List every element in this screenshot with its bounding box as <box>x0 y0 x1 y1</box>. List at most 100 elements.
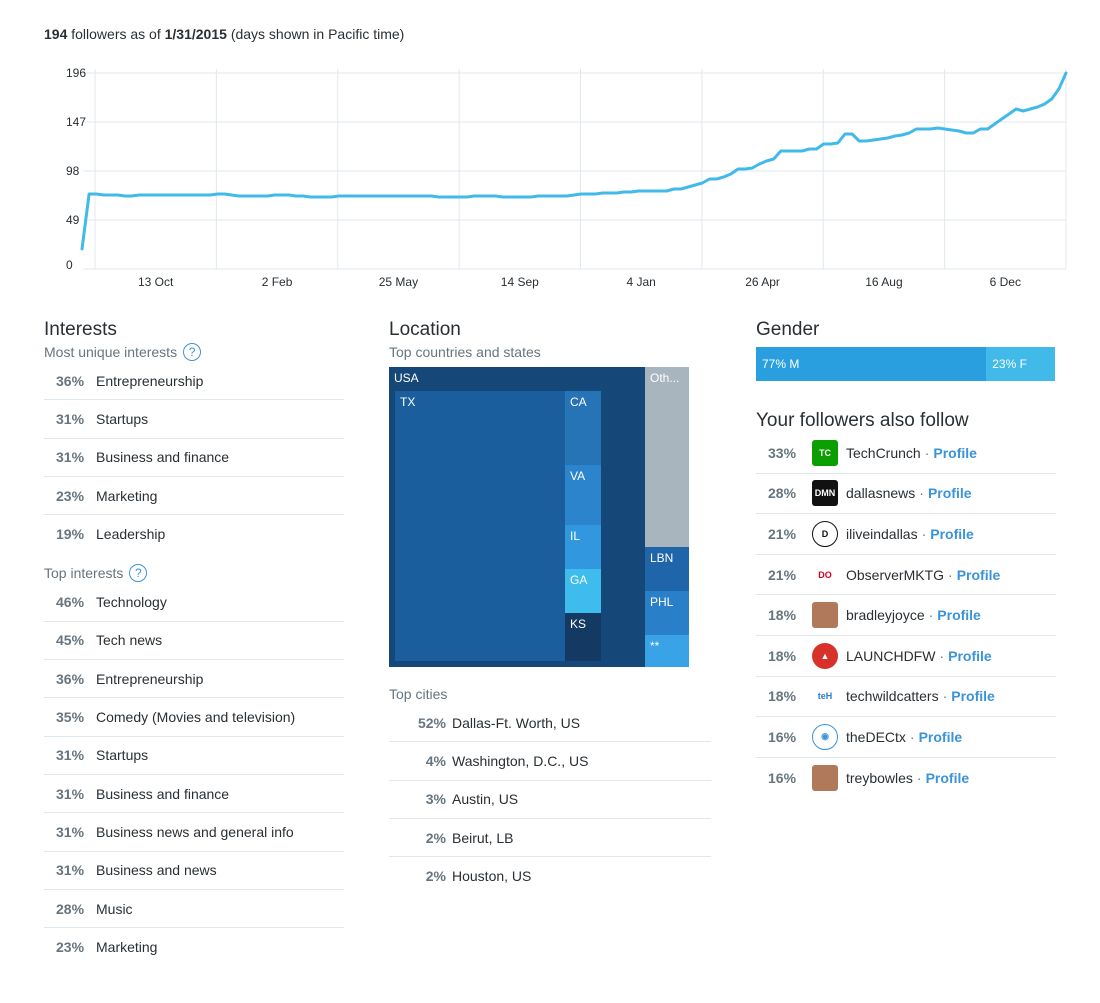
percentage: 2% <box>425 868 446 885</box>
treemap-lbn[interactable]: LBN <box>645 547 689 591</box>
x-tick-label: 16 Aug <box>865 275 902 289</box>
separator: · <box>909 728 915 745</box>
follow-account-row: 18% teH techwildcatters · Profile <box>756 677 1056 718</box>
percentage: 4% <box>425 752 446 769</box>
follow-account-row: 16% treybowles · Profile <box>756 758 1056 799</box>
profile-link[interactable]: Profile <box>933 444 977 461</box>
microphone-logo-icon[interactable]: ◉ <box>812 723 838 750</box>
item-label: Music <box>96 900 133 917</box>
y-tick-label: 49 <box>66 213 80 227</box>
account-name[interactable]: theDECtx <box>846 728 906 745</box>
treemap-ks[interactable]: KS <box>565 613 601 661</box>
item-label: Business and news <box>96 862 217 879</box>
account-name[interactable]: treybowles <box>846 770 913 787</box>
percentage: 18% <box>768 647 797 664</box>
treemap-label: KS <box>570 617 587 631</box>
item-label: Marketing <box>96 939 158 956</box>
techwildcatters-logo-icon[interactable]: teH <box>812 683 838 710</box>
list-item: 36% Entrepreneurship <box>44 660 344 699</box>
list-item: 31% Business and finance <box>44 775 344 814</box>
account-name[interactable]: iliveindallas <box>846 525 918 542</box>
account-name[interactable]: ObserverMKTG <box>846 566 945 583</box>
profile-link[interactable]: Profile <box>951 688 995 705</box>
item-label: Business news and general info <box>96 823 294 840</box>
gender-bar: 77% M 23% F <box>756 347 1055 381</box>
x-tick-label: 6 Dec <box>990 275 1021 289</box>
item-label: Dallas-Ft. Worth, US <box>452 714 581 731</box>
list-item: 52% Dallas-Ft. Worth, US <box>389 704 711 743</box>
treemap-ga[interactable]: GA <box>565 569 601 613</box>
x-tick-label: 25 May <box>379 275 418 289</box>
timezone-note: (days shown in Pacific time) <box>230 26 405 42</box>
treemap-tx[interactable]: TX <box>395 391 565 661</box>
observer-logo-icon[interactable]: DO <box>812 561 838 588</box>
account-name[interactable]: bradleyjoyce <box>846 607 925 624</box>
separator: · <box>919 485 924 502</box>
separator: · <box>916 770 922 787</box>
x-tick-label: 14 Sep <box>501 275 539 289</box>
profile-link[interactable]: Profile <box>956 566 1001 583</box>
cities-title: Top cities <box>389 686 448 702</box>
item-label: Houston, US <box>452 868 532 885</box>
help-icon[interactable]: ? <box>129 564 148 583</box>
profile-link[interactable]: Profile <box>930 525 974 542</box>
techcrunch-logo-icon[interactable]: TC <box>812 439 838 466</box>
item-label: Business and finance <box>96 449 230 466</box>
treemap-more[interactable]: ** <box>645 635 689 667</box>
also-follow-title: Your followers also follow <box>756 410 969 431</box>
profile-link[interactable]: Profile <box>918 728 963 745</box>
person-avatar-icon[interactable] <box>812 765 838 792</box>
profile-link[interactable]: Profile <box>927 485 972 502</box>
rocket-logo-icon[interactable]: ▲ <box>812 642 838 669</box>
percentage: 31% <box>56 747 85 764</box>
dallasnews-logo-icon[interactable]: DMN <box>812 480 838 507</box>
iliveindallas-logo-icon[interactable]: D <box>812 520 838 547</box>
treemap-label: Oth... <box>650 371 680 385</box>
follow-account-row: 33% TC TechCrunch · Profile <box>756 433 1056 474</box>
treemap-il[interactable]: IL <box>565 525 601 569</box>
follow-account-row: 18% bradleyjoyce · Profile <box>756 595 1056 636</box>
separator: · <box>942 688 948 705</box>
treemap-ca[interactable]: CA <box>565 391 601 465</box>
treemap-label: LBN <box>650 551 674 565</box>
account-name[interactable]: techwildcatters <box>846 688 939 705</box>
treemap-label: GA <box>570 573 588 587</box>
account-name[interactable]: LAUNCHDFW <box>846 647 936 664</box>
list-item: 31% Business news and general info <box>44 813 344 852</box>
treemap-label: CA <box>570 395 587 409</box>
list-item: 3% Austin, US <box>389 781 711 819</box>
percentage: 36% <box>56 372 85 389</box>
treemap-va[interactable]: VA <box>565 465 601 525</box>
percentage: 18% <box>768 688 797 705</box>
profile-link[interactable]: Profile <box>925 770 970 787</box>
item-label: Washington, D.C., US <box>452 752 589 769</box>
item-label: Beirut, LB <box>452 829 514 846</box>
profile-link[interactable]: Profile <box>937 607 981 624</box>
percentage: 52% <box>417 714 446 731</box>
account-name[interactable]: dallasnews <box>846 485 916 502</box>
percentage: 45% <box>56 632 85 649</box>
treemap-label: VA <box>570 469 586 483</box>
percentage: 28% <box>56 900 85 917</box>
list-item: 45% Tech news <box>44 622 344 661</box>
item-label: Startups <box>96 410 149 427</box>
percentage: 23% <box>56 487 85 504</box>
item-label: Startups <box>96 747 149 764</box>
treemap-phl[interactable]: PHL <box>645 591 689 635</box>
location-treemap: USA TX CA VA IL GA KS Oth... LBN PHL ** <box>389 367 689 667</box>
account-name[interactable]: TechCrunch <box>846 444 921 461</box>
x-tick-label: 26 Apr <box>745 275 780 289</box>
followers-text: followers as of <box>71 26 161 42</box>
profile-link[interactable]: Profile <box>948 647 992 664</box>
item-label: Entrepreneurship <box>96 372 204 389</box>
item-label: Tech news <box>96 632 163 649</box>
countries-title: Top countries and states <box>389 344 541 360</box>
percentage: 33% <box>768 444 797 461</box>
person-avatar-icon[interactable] <box>812 602 838 629</box>
treemap-other[interactable]: Oth... <box>645 367 689 547</box>
item-label: Comedy (Movies and television) <box>96 709 296 726</box>
gender-female-segment: 23% F <box>986 347 1055 381</box>
help-icon[interactable]: ? <box>183 343 202 361</box>
percentage: 16% <box>768 770 797 787</box>
location-section: Location Top countries and states USA TX… <box>389 318 711 895</box>
